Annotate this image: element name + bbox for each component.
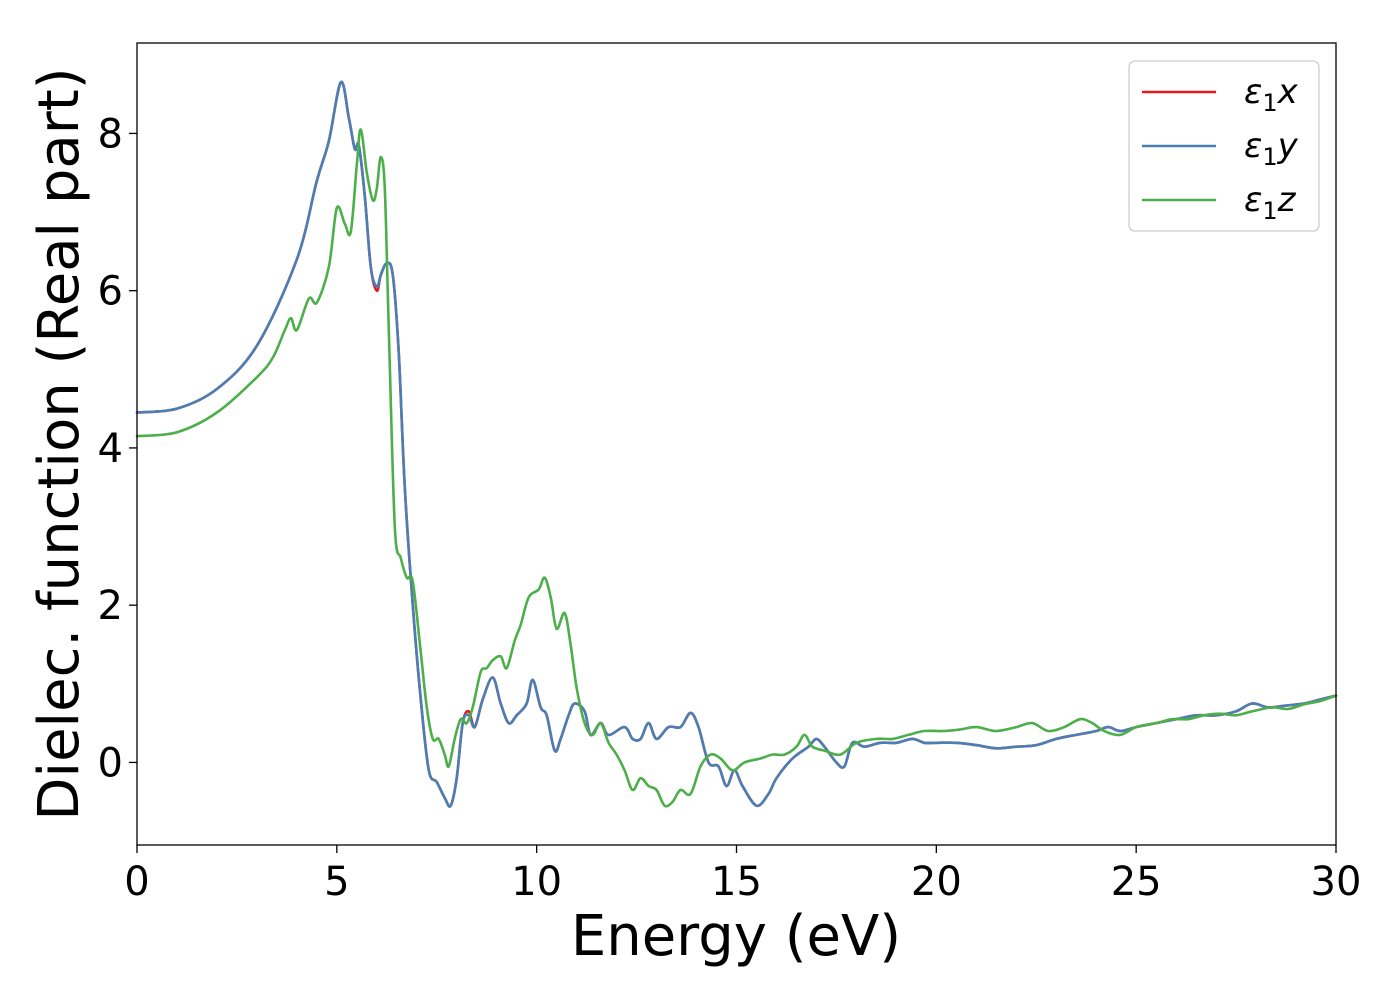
x-tick-label: 10 [511,859,562,905]
x-tick-label: 30 [1311,859,1362,905]
x-tick-label: 20 [911,859,962,905]
series-line-z [135,128,1338,808]
legend-label-x: ε1x [1244,72,1299,117]
x-tick-label: 5 [324,859,349,905]
y-tick-label: 8 [98,111,123,157]
x-axis-label: Energy (eV) [571,904,901,969]
x-tick-label: 0 [124,859,149,905]
legend-label-y: ε1y [1244,126,1299,171]
y-axis-label: Dielec. function (Real part) [27,67,92,820]
y-axis: 0 2 4 6 8 [98,111,137,786]
y-tick-label: 6 [98,269,123,315]
y-tick-label: 4 [98,426,123,472]
legend-box [1128,60,1320,232]
x-tick-label: 15 [711,859,762,905]
series-line-y [135,80,1338,808]
y-tick-label: 0 [98,740,123,786]
legend-label-z: ε1z [1244,180,1297,225]
legend: ε1x ε1y ε1z [1128,60,1320,232]
x-tick-label: 25 [1111,859,1162,905]
series-layer [135,80,1338,808]
y-tick-label: 2 [98,583,123,629]
x-axis: 0 5 10 15 20 25 30 [124,845,1361,905]
